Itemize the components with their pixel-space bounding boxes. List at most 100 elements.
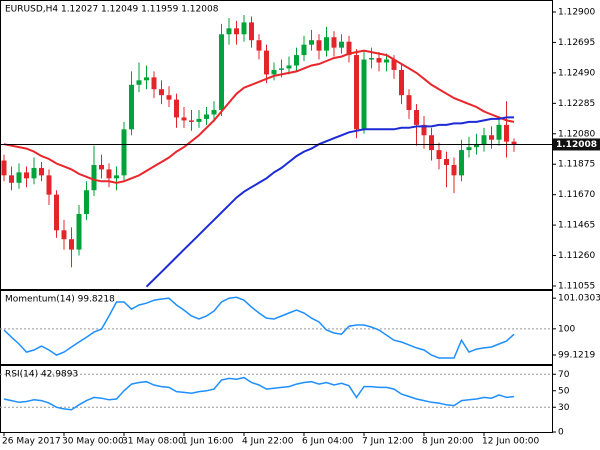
candle-body: [466, 147, 472, 151]
y-tick-label: 99.1219: [558, 351, 595, 361]
current-price-box: [553, 138, 600, 151]
x-tick-label: 1 Jun 16:00: [182, 437, 234, 447]
moving-average: [145, 116, 514, 288]
candle-body: [511, 141, 517, 145]
x-tick-label: 8 Jun 20:00: [422, 437, 474, 447]
candle-body: [264, 50, 269, 75]
moving-average: [3, 49, 515, 184]
candle-body: [256, 40, 262, 51]
panel-plot: [0, 373, 552, 411]
panel-title: Momentum(14) 99.8218: [5, 295, 115, 305]
candle-body: [436, 150, 442, 160]
x-tick-label: 26 May 2017: [2, 437, 61, 447]
x-tick-label: 31 May 08:00: [122, 437, 184, 447]
panel-title: EURUSD,H4 1.12027 1.12049 1.11959 1.1200…: [5, 5, 219, 15]
candle-body: [361, 59, 367, 130]
candle-body: [189, 120, 194, 122]
candle-body: [226, 28, 232, 35]
y-tick-label: 1.12285: [558, 99, 595, 109]
x-tick-label: 7 Jun 12:00: [362, 437, 414, 447]
candle-body: [16, 172, 22, 183]
candle-body: [339, 41, 344, 48]
y-tick-label: 1.11875: [558, 160, 595, 170]
indicator-line: [3, 296, 515, 359]
candle-body: [9, 175, 14, 183]
candle-body: [429, 135, 434, 151]
y-tick-label: 70: [558, 370, 570, 380]
candle-body: [31, 167, 37, 179]
y-tick-label: 1.12080: [558, 129, 595, 139]
candle-body: [369, 58, 374, 60]
candle-body: [159, 89, 164, 96]
candle-body: [346, 41, 352, 56]
candle-body: [24, 172, 29, 179]
candle-body: [301, 44, 307, 56]
candle-body: [376, 58, 382, 63]
candle-body: [144, 77, 149, 81]
candle-body: [211, 110, 217, 115]
candle-body: [241, 22, 247, 35]
candle-body: [406, 95, 412, 111]
candle-body: [354, 55, 359, 130]
x-tick-label: 12 Jun 00:00: [482, 437, 539, 447]
candle-body: [279, 68, 284, 70]
candle-body: [474, 144, 479, 148]
y-tick-label: 30: [558, 403, 570, 413]
candle-body: [219, 34, 224, 111]
panel-frame: [0, 290, 553, 365]
candle-body: [421, 124, 427, 136]
candle-body: [391, 59, 397, 70]
panel-title: RSI(14) 42.9893: [5, 370, 78, 380]
candle-body: [136, 80, 142, 85]
candle-body: [249, 22, 254, 41]
candle-body: [399, 69, 404, 96]
candle-body: [181, 117, 187, 121]
candle-body: [129, 84, 134, 130]
candle-body: [39, 167, 44, 176]
candle-body: [91, 164, 97, 191]
candle-body: [331, 37, 337, 48]
current-price-label: 1.12008: [556, 140, 597, 150]
y-tick-label: 50: [558, 386, 570, 396]
y-tick-label: 100: [558, 324, 575, 334]
panel-frame: [0, 0, 553, 290]
candle-body: [459, 150, 464, 176]
panel-plot: [0, 296, 552, 359]
candle-body: [1, 160, 7, 176]
x-tick-label: 4 Jun 22:00: [242, 437, 294, 447]
candle-body: [316, 40, 322, 51]
y-tick-label: 1.11055: [558, 282, 595, 292]
candle-body: [504, 124, 509, 142]
y-tick-label: 1.12490: [558, 68, 595, 78]
candle-body: [309, 40, 314, 45]
candle-body: [174, 99, 179, 118]
candle-body: [69, 239, 74, 250]
candle-body: [481, 135, 487, 145]
y-tick-label: 1.12900: [558, 8, 595, 18]
candle-body: [451, 164, 457, 176]
y-tick-label: 1.11465: [558, 221, 595, 231]
y-tick-label: 1.12695: [558, 38, 595, 48]
candle-body: [61, 230, 67, 240]
candle-body: [166, 95, 172, 100]
y-tick-label: 1.11670: [558, 190, 595, 200]
candle-body: [414, 110, 419, 125]
y-tick-label: 0: [558, 428, 564, 438]
candle-body: [76, 213, 82, 250]
candle-body: [114, 175, 119, 179]
indicator-line: [3, 376, 515, 411]
candle-body: [444, 159, 449, 165]
candle-body: [286, 65, 292, 69]
candle-body: [324, 37, 329, 51]
candle-body: [46, 175, 52, 195]
candle-body: [54, 194, 59, 231]
candle-body: [496, 124, 502, 140]
candle-body: [234, 28, 239, 35]
candle-body: [106, 169, 112, 179]
panel-plot: [0, 14, 552, 288]
candle-body: [294, 55, 299, 66]
candle-body: [384, 59, 389, 63]
x-tick-label: 6 Jun 04:00: [302, 437, 354, 447]
